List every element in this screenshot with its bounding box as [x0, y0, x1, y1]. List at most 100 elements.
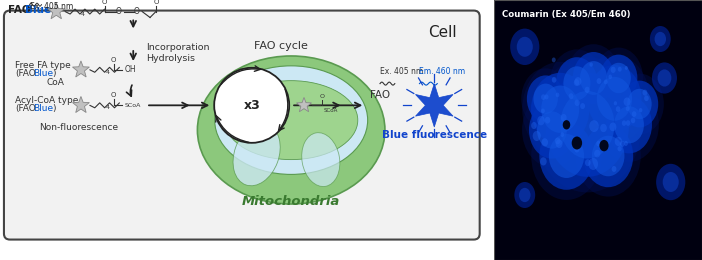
Circle shape	[618, 146, 622, 151]
Circle shape	[560, 132, 564, 137]
Circle shape	[537, 111, 567, 149]
Circle shape	[609, 122, 616, 131]
Text: Non-fluorescence: Non-fluorescence	[39, 122, 119, 132]
Circle shape	[552, 57, 556, 62]
Polygon shape	[72, 61, 89, 77]
Circle shape	[644, 95, 649, 101]
Text: SCoA: SCoA	[124, 103, 140, 108]
Text: FAO cycle: FAO cycle	[254, 41, 308, 51]
Circle shape	[540, 157, 547, 166]
Circle shape	[550, 49, 604, 117]
Ellipse shape	[215, 66, 368, 174]
Circle shape	[541, 86, 579, 133]
Circle shape	[561, 114, 567, 121]
Circle shape	[642, 90, 647, 96]
Circle shape	[583, 125, 633, 187]
Circle shape	[609, 75, 612, 79]
Circle shape	[574, 146, 579, 153]
Circle shape	[589, 120, 599, 132]
Circle shape	[600, 88, 659, 162]
Circle shape	[214, 68, 289, 143]
Circle shape	[580, 103, 585, 109]
Circle shape	[563, 66, 590, 100]
Circle shape	[654, 32, 666, 46]
Circle shape	[628, 89, 651, 119]
Text: OH: OH	[124, 65, 136, 74]
Circle shape	[527, 75, 564, 122]
Text: Free FA type: Free FA type	[15, 61, 71, 70]
Circle shape	[639, 108, 642, 112]
Text: SCoA: SCoA	[324, 108, 338, 113]
Text: FAO: FAO	[8, 5, 30, 15]
Text: O: O	[153, 0, 159, 5]
Circle shape	[529, 101, 575, 159]
Circle shape	[522, 93, 582, 167]
Circle shape	[585, 159, 590, 166]
Polygon shape	[48, 3, 65, 19]
Circle shape	[597, 78, 602, 84]
Circle shape	[615, 74, 664, 134]
Circle shape	[531, 73, 590, 146]
Circle shape	[618, 67, 622, 72]
Text: 4: 4	[105, 105, 110, 110]
Circle shape	[560, 91, 614, 159]
Circle shape	[592, 136, 625, 176]
Circle shape	[539, 122, 594, 190]
Circle shape	[545, 73, 629, 177]
Circle shape	[594, 150, 600, 158]
Circle shape	[620, 141, 625, 147]
Text: Blue: Blue	[34, 104, 53, 113]
Circle shape	[588, 65, 642, 133]
Circle shape	[632, 111, 637, 117]
Circle shape	[622, 120, 626, 126]
Circle shape	[621, 81, 658, 127]
Circle shape	[579, 55, 649, 143]
Circle shape	[574, 77, 581, 86]
Ellipse shape	[225, 81, 358, 160]
Circle shape	[545, 94, 548, 100]
Text: Acyl-CoA type: Acyl-CoA type	[15, 96, 78, 105]
Circle shape	[604, 80, 608, 84]
Circle shape	[600, 55, 637, 101]
Circle shape	[541, 138, 548, 146]
Polygon shape	[296, 98, 312, 112]
Circle shape	[519, 188, 531, 202]
Circle shape	[556, 57, 597, 109]
Circle shape	[522, 68, 570, 129]
Text: O: O	[133, 7, 139, 16]
Ellipse shape	[197, 56, 385, 204]
Text: Blue fluorescence: Blue fluorescence	[382, 130, 487, 140]
Text: 4: 4	[105, 70, 110, 75]
Circle shape	[614, 106, 644, 143]
Circle shape	[522, 62, 598, 157]
Text: Incorporation
Hydrolysis: Incorporation Hydrolysis	[146, 43, 210, 63]
Text: Ex. 405 nm: Ex. 405 nm	[380, 67, 423, 76]
Text: O: O	[319, 94, 324, 99]
Text: Coumarin (Ex 405/Em 460): Coumarin (Ex 405/Em 460)	[502, 10, 630, 20]
Circle shape	[534, 84, 558, 114]
Circle shape	[600, 140, 609, 151]
Circle shape	[623, 98, 630, 106]
Text: Cell: Cell	[428, 25, 457, 40]
Circle shape	[533, 57, 642, 192]
Ellipse shape	[233, 124, 280, 186]
Circle shape	[576, 115, 641, 197]
Circle shape	[531, 112, 602, 200]
Circle shape	[588, 158, 598, 170]
Text: (FAO: (FAO	[15, 104, 36, 113]
Circle shape	[585, 87, 590, 93]
Circle shape	[611, 166, 616, 172]
Circle shape	[606, 96, 652, 153]
Text: 4: 4	[81, 11, 85, 16]
Text: Blue: Blue	[34, 69, 53, 78]
Circle shape	[573, 52, 614, 104]
Circle shape	[625, 106, 630, 111]
Text: Ex. 405 nm: Ex. 405 nm	[29, 2, 73, 11]
Text: Mitochondria: Mitochondria	[242, 194, 340, 207]
Circle shape	[569, 93, 574, 99]
Circle shape	[663, 172, 679, 192]
Text: (FAO: (FAO	[15, 69, 36, 78]
Circle shape	[624, 141, 628, 146]
Circle shape	[607, 63, 631, 93]
Circle shape	[625, 120, 630, 126]
